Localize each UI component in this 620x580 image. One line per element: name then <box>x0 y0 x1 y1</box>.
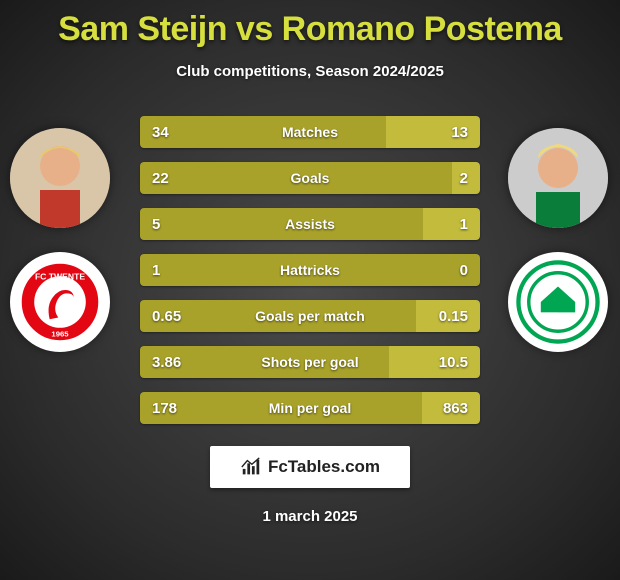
stat-value-right: 1 <box>410 216 480 233</box>
stat-metric-label: Min per goal <box>210 400 410 416</box>
stat-value-right: 863 <box>410 400 480 417</box>
stat-value-left: 178 <box>140 400 210 417</box>
stat-value-right: 2 <box>410 170 480 187</box>
stat-metric-label: Goals <box>210 170 410 186</box>
comparison-card: Sam Steijn vs Romano Postema Club compet… <box>0 0 620 580</box>
stat-metric-label: Matches <box>210 124 410 140</box>
stat-value-left: 34 <box>140 124 210 141</box>
player-left-avatar <box>10 128 110 228</box>
club-left-badge: FC TWENTE 1965 <box>10 252 110 352</box>
stat-value-left: 0.65 <box>140 308 210 325</box>
page-title: Sam Steijn vs Romano Postema <box>58 10 562 49</box>
club-left-logo: FC TWENTE 1965 <box>17 259 103 345</box>
stat-value-left: 22 <box>140 170 210 187</box>
stat-row: 5Assists1 <box>140 208 480 240</box>
stat-metric-label: Shots per goal <box>210 354 410 370</box>
stat-value-right: 13 <box>410 124 480 141</box>
stat-metric-label: Hattricks <box>210 262 410 278</box>
brand-text: FcTables.com <box>268 457 380 477</box>
stat-value-left: 3.86 <box>140 354 210 371</box>
brand-plate[interactable]: FcTables.com <box>210 446 410 488</box>
stat-row: 178Min per goal863 <box>140 392 480 424</box>
chart-icon <box>240 456 262 478</box>
stat-value-right: 0 <box>410 262 480 279</box>
stats-container: 34Matches1322Goals25Assists11Hattricks00… <box>140 116 480 424</box>
club-right-badge <box>508 252 608 352</box>
stat-row: 3.86Shots per goal10.5 <box>140 346 480 378</box>
stat-value-right: 10.5 <box>410 354 480 371</box>
stat-metric-label: Goals per match <box>210 308 410 324</box>
player-right-placeholder <box>508 128 608 228</box>
stat-row: 22Goals2 <box>140 162 480 194</box>
stat-metric-label: Assists <box>210 216 410 232</box>
subtitle: Club competitions, Season 2024/2025 <box>176 63 444 80</box>
svg-text:FC TWENTE: FC TWENTE <box>35 272 85 282</box>
player-left-placeholder <box>10 128 110 228</box>
club-right-logo <box>515 259 601 345</box>
player-right-avatar <box>508 128 608 228</box>
stat-value-left: 1 <box>140 262 210 279</box>
stat-row: 34Matches13 <box>140 116 480 148</box>
stat-row: 1Hattricks0 <box>140 254 480 286</box>
stat-value-left: 5 <box>140 216 210 233</box>
date-label: 1 march 2025 <box>262 508 357 525</box>
svg-text:1965: 1965 <box>51 329 69 338</box>
stat-value-right: 0.15 <box>410 308 480 325</box>
stat-row: 0.65Goals per match0.15 <box>140 300 480 332</box>
